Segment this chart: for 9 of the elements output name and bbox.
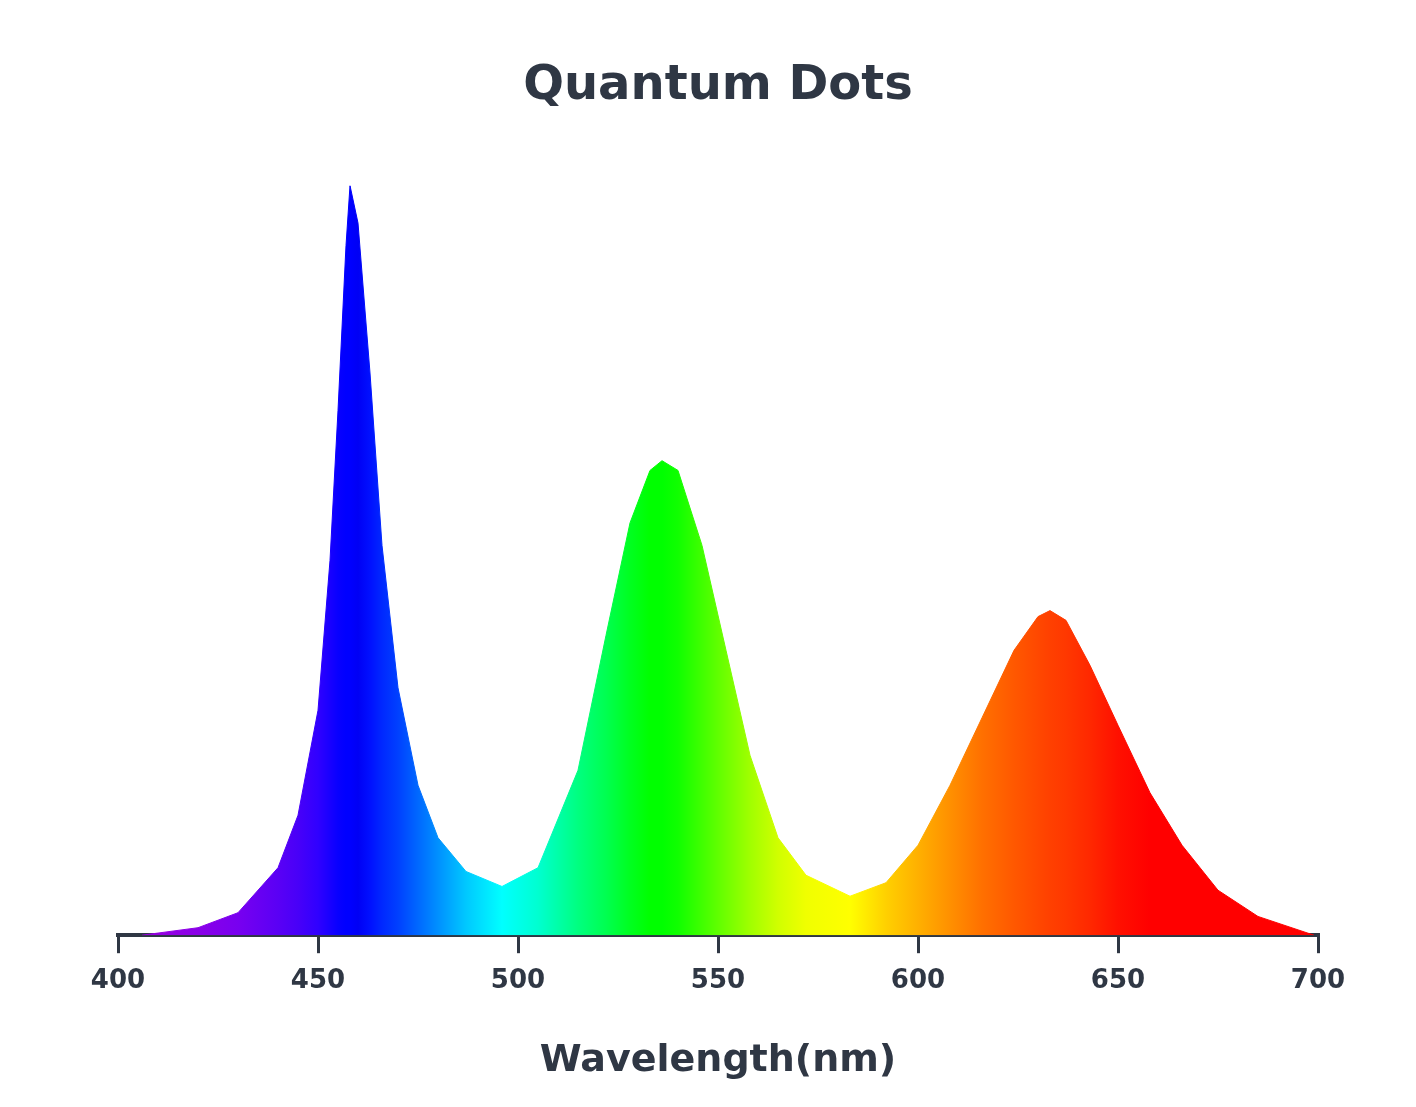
x-tick-label: 500	[490, 963, 546, 994]
x-axis-title: Wavelength(nm)	[539, 1036, 897, 1081]
x-tick-label: 700	[1290, 963, 1346, 994]
chart-title: Quantum Dots	[523, 54, 913, 111]
x-tick-label: 650	[1090, 963, 1146, 994]
x-tick-label: 400	[90, 963, 146, 994]
x-tick-label: 550	[690, 963, 746, 994]
x-tick-label: 450	[290, 963, 346, 994]
x-tick-label: 600	[890, 963, 946, 994]
